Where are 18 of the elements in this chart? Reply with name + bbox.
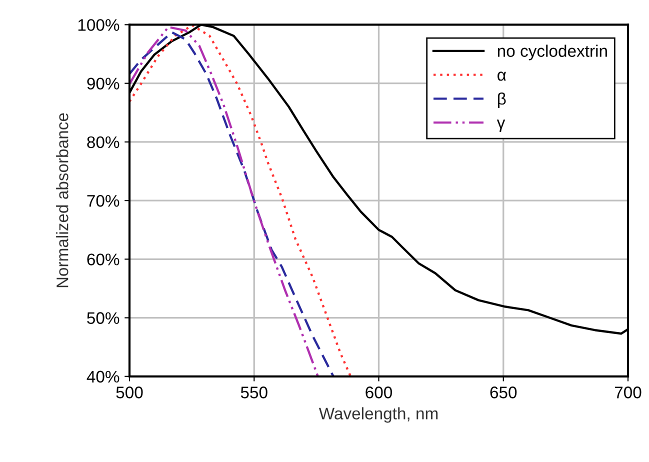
x-tick-label: 550 [240, 386, 268, 398]
y-tick-label: 90% [87, 78, 120, 90]
y-tick-label: 100% [78, 19, 120, 31]
x-tick-label: 600 [366, 386, 392, 398]
legend-label: α [498, 72, 506, 81]
legend-label: no cyclodextrin [498, 44, 607, 60]
y-tick-label: 40% [86, 370, 120, 383]
legend-label: β [498, 92, 506, 108]
x-tick-label: 650 [490, 386, 517, 398]
x-tick-label: 500 [116, 386, 143, 398]
y-tick-label: 50% [87, 312, 120, 324]
y-tick-label: 60% [87, 254, 120, 266]
x-tick-label: 700 [614, 386, 642, 398]
legend-label: γ [496, 120, 506, 132]
y-tick-label: 80% [87, 136, 120, 148]
y-tick-label: 70% [87, 194, 120, 207]
x-axis-title: Wavelength, nm [318, 407, 438, 423]
y-axis-title: Normalized absorbance [56, 113, 68, 288]
